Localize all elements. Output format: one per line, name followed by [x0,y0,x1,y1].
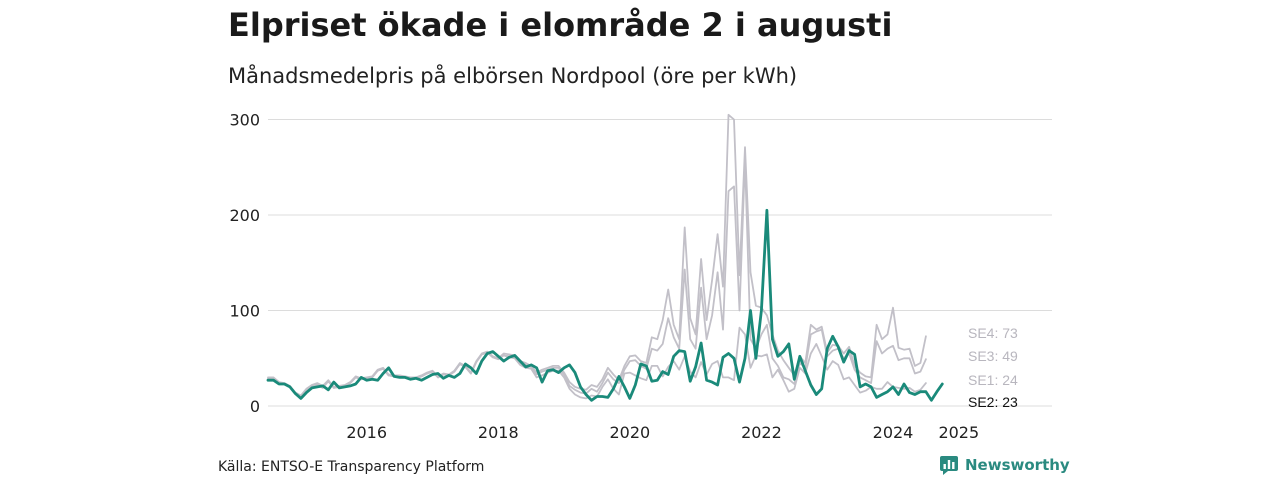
end-label-se4: SE4: 73 [968,325,1018,341]
y-axis-ticks: 0 100 200 300 [229,111,260,416]
series-line-se4 [267,113,927,397]
x-tick-label: 2022 [741,423,782,442]
chart-subtitle: Månadsmedelpris på elbörsen Nordpool (ör… [228,64,798,88]
x-tick-label: 2016 [346,423,387,442]
end-label-se1: SE1: 24 [968,372,1018,388]
line-chart: 0 100 200 300 2016 2018 2020 2022 2024 2025 SE4:… [229,111,1052,442]
x-tick-label: 2025 [938,423,979,442]
y-tick-label: 100 [229,302,260,321]
x-axis-ticks: 2016 2018 2020 2022 2024 2025 [346,423,979,442]
series-line-se2 [266,208,944,402]
brand-logo: Newsworthy [939,455,1070,475]
series-end-labels: SE4: 73 SE3: 49 SE1: 24 SE2: 23 [968,325,1018,410]
gridlines [268,119,1052,407]
series-lines [266,113,944,402]
y-tick-label: 300 [229,111,260,130]
x-tick-label: 2018 [478,423,519,442]
brand-name: Newsworthy [965,456,1070,474]
end-label-se2: SE2: 23 [968,394,1018,410]
y-tick-label: 200 [229,206,260,225]
bar-chart-logo-icon [940,456,958,475]
chart-title: Elpriset ökade i elområde 2 i augusti [228,6,893,44]
series-line-se3 [267,158,927,398]
x-tick-label: 2024 [873,423,914,442]
y-tick-label: 0 [250,397,260,416]
source-note: Källa: ENTSO-E Transparency Platform [218,459,485,475]
end-label-se3: SE3: 49 [968,348,1018,364]
x-tick-label: 2020 [609,423,650,442]
